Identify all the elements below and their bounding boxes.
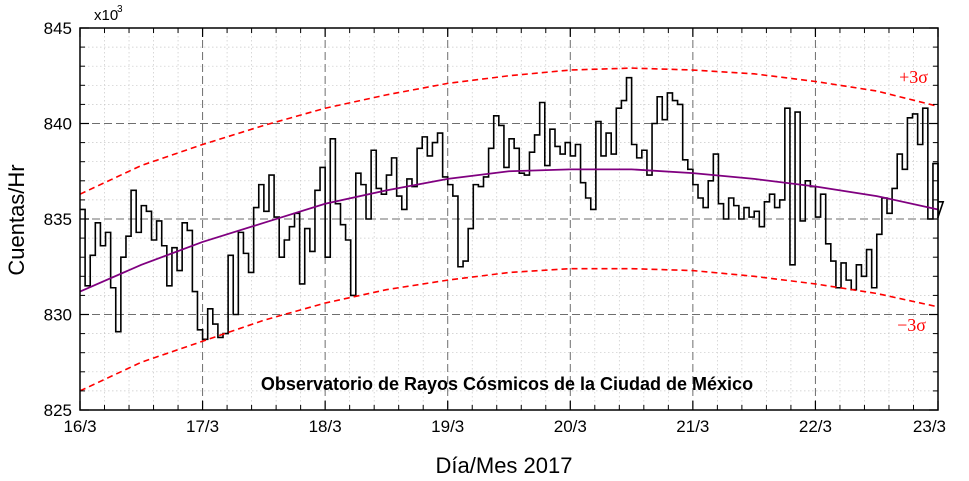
y-multiplier-base: x10 [94,7,118,24]
x-tick-label: 16/3 [63,417,96,436]
fit-curve [79,168,939,293]
plus-3sigma-curve [79,67,939,195]
minus-3sigma-curve [79,267,939,392]
tick-marks [79,27,939,411]
y-tick-label: 845 [44,19,72,38]
x-tick-label: 20/3 [554,417,587,436]
x-tick-label: 22/3 [799,417,832,436]
observatory-annotation: Observatorio de Rayos Cósmicos de la Ciu… [261,374,753,394]
minor-grid [80,28,938,410]
minus-3sigma-label: −3σ [897,315,926,335]
x-tick-label: 18/3 [309,417,342,436]
plus-3sigma-label: +3σ [899,67,928,87]
x-tick-label: 19/3 [431,417,464,436]
y-tick-label: 840 [44,115,72,134]
y-tick-label: 825 [44,401,72,420]
y-tick-labels: 825 830 835 840 845 [44,19,72,420]
y-multiplier-exponent: 3 [117,4,123,15]
x-tick-label: 23/3 [913,417,946,436]
hourly-counts-step-line [80,76,945,341]
x-axis-title: Día/Mes 2017 [436,453,573,478]
y-axis-title: Cuentas/Hr [4,164,29,275]
x-tick-label: 17/3 [186,417,219,436]
x-tick-labels: 16/3 17/3 18/3 19/3 20/3 21/3 22/3 23/3 [63,417,946,436]
y-tick-label: 830 [44,306,72,325]
y-tick-label: 835 [44,210,72,229]
series-layer [79,67,945,392]
x-tick-label: 21/3 [676,417,709,436]
